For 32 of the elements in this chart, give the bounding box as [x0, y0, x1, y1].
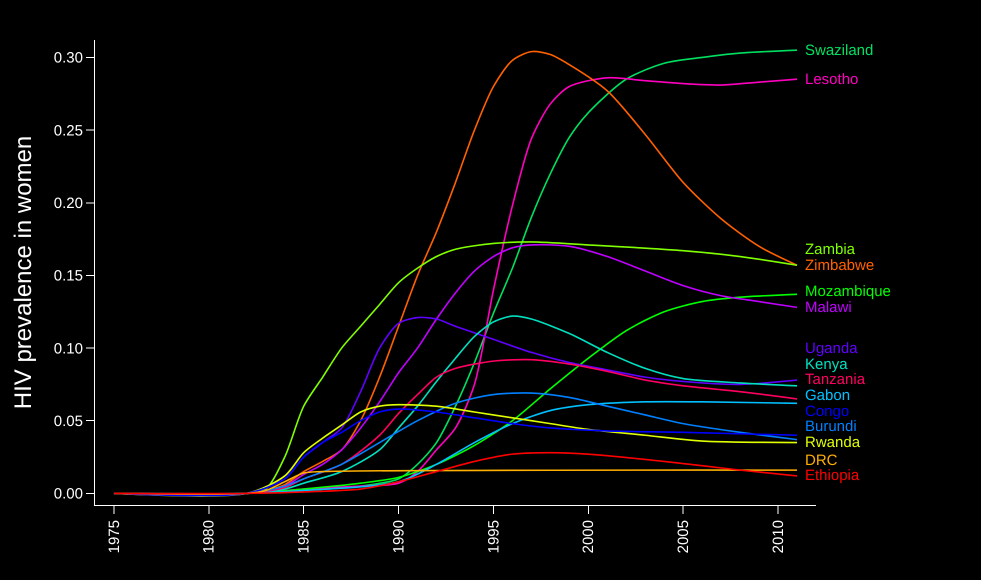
series-label: Tanzania — [805, 371, 866, 388]
y-tick-label: 0.30 — [54, 50, 83, 67]
series-label: Zimbabwe — [805, 257, 874, 274]
series-label: Gabon — [805, 387, 850, 404]
series-label: DRC — [805, 452, 838, 469]
line-series — [113, 452, 798, 494]
y-tick-label: 0.10 — [54, 340, 83, 358]
y-tick-label: 0.15 — [54, 268, 83, 285]
series-label: Rwanda — [805, 434, 861, 451]
x-tick-label: 1980 — [200, 520, 218, 554]
y-tick-label: 0.05 — [54, 412, 83, 430]
series-label: Kenya — [805, 356, 848, 373]
x-tick-label: 1995 — [485, 520, 502, 554]
x-tick-label: 2005 — [675, 520, 692, 554]
series-label: Zambia — [805, 241, 856, 258]
series-label: Burundi — [805, 418, 857, 435]
y-tick-label: 0.00 — [54, 486, 83, 503]
y-tick-label: 0.25 — [54, 122, 83, 140]
series-label: Lesotho — [805, 71, 858, 88]
x-tick-label: 1975 — [106, 520, 123, 554]
series-label: Ethiopia — [805, 467, 860, 484]
series-label: Swaziland — [805, 42, 874, 59]
y-axis-title: HIV prevalence in women — [10, 136, 37, 410]
series-label: Congo — [805, 403, 850, 420]
x-tick-label: 1985 — [296, 520, 313, 554]
series-label: Uganda — [805, 340, 858, 357]
x-tick-label: 2000 — [580, 520, 598, 554]
series-label: Mozambique — [805, 283, 891, 300]
x-tick-label: 2010 — [770, 520, 787, 554]
series-label: Malawi — [805, 299, 852, 316]
y-tick-label: 0.20 — [54, 195, 83, 212]
x-tick-label: 1990 — [390, 520, 408, 554]
